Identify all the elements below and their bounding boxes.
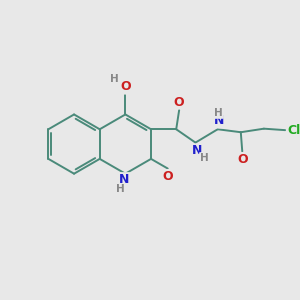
Text: H: H: [116, 184, 125, 194]
Text: N: N: [119, 173, 129, 186]
Text: H: H: [214, 108, 223, 118]
Text: O: O: [163, 170, 173, 183]
Text: H: H: [110, 74, 118, 84]
Text: O: O: [237, 153, 247, 166]
Text: N: N: [192, 144, 202, 158]
Text: N: N: [214, 115, 224, 128]
Text: H: H: [200, 153, 209, 163]
Text: O: O: [121, 80, 131, 93]
Text: O: O: [174, 95, 184, 109]
Text: Cl: Cl: [287, 124, 300, 137]
